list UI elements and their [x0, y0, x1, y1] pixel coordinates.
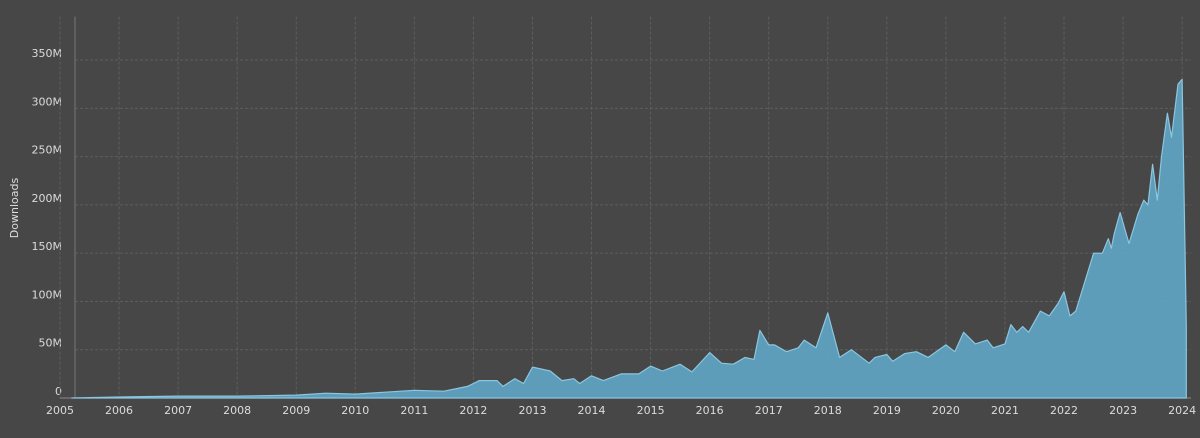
x-tick-label: 2012 — [459, 404, 487, 417]
x-tick-label: 2020 — [932, 404, 960, 417]
x-tick-label: 2023 — [1109, 404, 1137, 417]
x-tick-label: 2019 — [873, 404, 901, 417]
y-tick-label: 250M — [32, 144, 63, 157]
y-tick-label: 50M — [39, 337, 63, 350]
y-tick-label: 150M — [32, 240, 63, 253]
x-tick-label: 2009 — [282, 404, 310, 417]
x-tick-label: 2022 — [1050, 404, 1078, 417]
x-tick-label: 2016 — [696, 404, 724, 417]
x-tick-label: 2007 — [164, 404, 192, 417]
area — [71, 78, 1187, 399]
x-tick-label: 2006 — [105, 404, 133, 417]
x-tick-label: 2018 — [814, 404, 842, 417]
y-tick-label: 200M — [32, 192, 63, 205]
x-tick-label: 2017 — [755, 404, 783, 417]
y-tick-label: 0 — [55, 385, 62, 398]
x-tick-label: 2015 — [637, 404, 665, 417]
x-tick-label: 2021 — [991, 404, 1019, 417]
y-tick-label: 100M — [32, 288, 63, 301]
x-tick-label: 2008 — [223, 404, 251, 417]
x-tick-label: 2014 — [578, 404, 606, 417]
y-tick-label: 350M — [32, 47, 63, 60]
x-tick-label: 2024 — [1168, 404, 1196, 417]
x-tick-label: 2005 — [46, 404, 74, 417]
x-tick-label: 2011 — [400, 404, 428, 417]
y-axis-label: Downloads — [8, 178, 21, 239]
x-tick-label: 2010 — [341, 404, 369, 417]
y-tick-label: 300M — [32, 95, 63, 108]
x-tick-label: 2013 — [518, 404, 546, 417]
